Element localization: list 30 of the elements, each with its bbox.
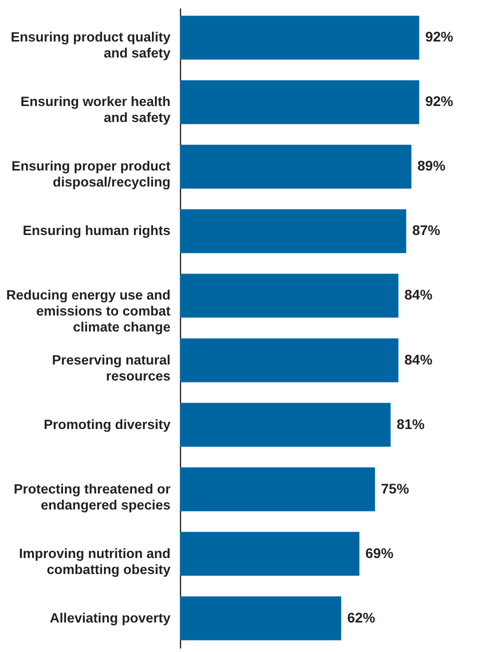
data-label: 62% [347,609,376,626]
y-tick-label: Ensuring worker health and safety [20,94,171,126]
data-label: 81% [396,416,426,432]
bar [180,80,420,124]
bar [180,338,398,382]
data-label: 92% [425,93,454,110]
bar [180,532,360,576]
y-tick-label: Ensuring product quality and safety [10,30,171,61]
bar [180,209,406,254]
y-tick-label: Ensuring human rights [22,223,170,238]
y-tick-label: Improving nutrition and combatting obesity [19,546,171,577]
bar [180,596,342,640]
y-tick-label: Alleviating poverty [50,610,171,626]
bar [180,467,375,512]
y-tick-label: Protecting threatened or endangered species [14,481,172,512]
data-label: 92% [425,28,454,45]
bar [180,16,420,60]
data-label: 69% [365,544,394,561]
data-label: 75% [381,480,410,496]
y-tick-label: Preserving natural resources [52,352,170,384]
bar [180,144,412,189]
bar [180,402,391,447]
y-tick-label: Ensuring proper product disposal/recycling [11,158,171,190]
data-label: 87% [412,222,441,238]
data-label: 84% [404,351,433,368]
y-tick-label: Reducing energy use and emissions to combat climate change [6,288,171,335]
y-tick-label: Promoting diversity [44,416,171,432]
data-label: 84% [404,286,433,303]
bar [180,274,398,318]
data-label: 89% [417,158,446,174]
